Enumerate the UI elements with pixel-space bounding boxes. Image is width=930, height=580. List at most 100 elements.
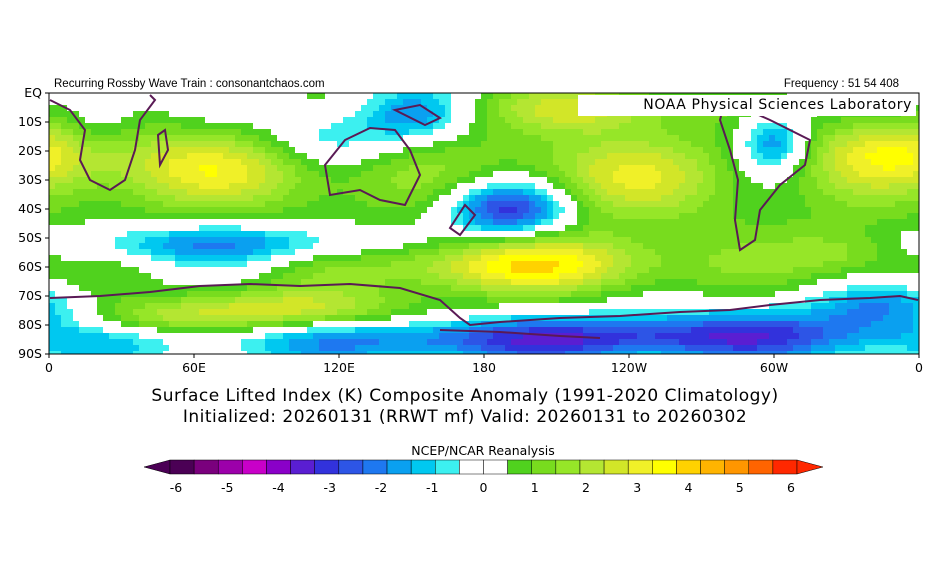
field-cell (877, 141, 883, 147)
field-cell (871, 159, 877, 165)
field-cell (127, 237, 133, 243)
field-cell (661, 219, 667, 225)
field-cell (643, 171, 649, 177)
field-cell (145, 123, 151, 129)
field-cell (73, 219, 79, 225)
field-cell (157, 195, 163, 201)
field-cell (145, 255, 151, 261)
field-cell (901, 219, 907, 225)
field-cell (685, 267, 691, 273)
field-cell (505, 255, 511, 261)
field-cell (193, 93, 199, 99)
field-cell (367, 291, 373, 297)
field-cell (811, 141, 817, 147)
field-cell (217, 249, 223, 255)
field-cell (511, 219, 517, 225)
field-cell (451, 213, 457, 219)
field-cell (91, 189, 97, 195)
field-cell (523, 129, 529, 135)
field-cell (289, 213, 295, 219)
field-cell (79, 135, 85, 141)
field-cell (277, 237, 283, 243)
field-cell (793, 285, 799, 291)
field-cell (673, 177, 679, 183)
field-cell (505, 225, 511, 231)
field-cell (397, 273, 403, 279)
field-cell (151, 285, 157, 291)
field-cell (331, 189, 337, 195)
field-cell (703, 201, 709, 207)
field-cell (793, 261, 799, 267)
field-cell (697, 147, 703, 153)
field-cell (583, 261, 589, 267)
field-cell (181, 171, 187, 177)
field-cell (781, 141, 787, 147)
field-cell (697, 237, 703, 243)
field-cell (241, 135, 247, 141)
field-cell (421, 147, 427, 153)
field-cell (631, 267, 637, 273)
field-cell (403, 159, 409, 165)
field-cell (559, 93, 565, 99)
field-cell (307, 141, 313, 147)
field-cell (223, 231, 229, 237)
field-cell (595, 135, 601, 141)
field-cell (793, 195, 799, 201)
field-cell (853, 279, 859, 285)
field-cell (565, 177, 571, 183)
field-cell (445, 261, 451, 267)
field-cell (721, 225, 727, 231)
field-cell (319, 201, 325, 207)
field-cell (379, 249, 385, 255)
field-cell (349, 147, 355, 153)
field-cell (691, 147, 697, 153)
field-cell (577, 141, 583, 147)
field-cell (175, 153, 181, 159)
field-cell (631, 189, 637, 195)
field-cell (283, 249, 289, 255)
field-cell (121, 147, 127, 153)
field-cell (49, 117, 55, 123)
field-cell (331, 249, 337, 255)
field-cell (445, 267, 451, 273)
field-cell (49, 201, 55, 207)
field-cell (97, 171, 103, 177)
field-cell (691, 195, 697, 201)
field-cell (481, 285, 487, 291)
field-cell (835, 195, 841, 201)
field-cell (829, 123, 835, 129)
field-cell (187, 147, 193, 153)
field-cell (727, 123, 733, 129)
field-cell (907, 129, 913, 135)
field-cell (121, 189, 127, 195)
field-cell (91, 159, 97, 165)
field-cell (397, 267, 403, 273)
field-cell (787, 261, 793, 267)
field-cell (829, 141, 835, 147)
field-cell (421, 297, 427, 303)
field-cell (319, 189, 325, 195)
field-cell (553, 171, 559, 177)
field-cell (439, 189, 445, 195)
field-cell (913, 93, 919, 99)
field-cell (649, 129, 655, 135)
field-cell (235, 279, 241, 285)
field-cell (127, 243, 133, 249)
field-cell (295, 93, 301, 99)
field-cell (151, 219, 157, 225)
field-cell (787, 153, 793, 159)
field-cell (691, 183, 697, 189)
field-cell (481, 117, 487, 123)
field-cell (745, 165, 751, 171)
field-cell (859, 195, 865, 201)
field-cell (457, 243, 463, 249)
field-cell (331, 177, 337, 183)
field-cell (319, 135, 325, 141)
field-cell (175, 195, 181, 201)
field-cell (523, 135, 529, 141)
field-cell (259, 255, 265, 261)
field-cell (607, 147, 613, 153)
field-cell (391, 153, 397, 159)
field-cell (679, 147, 685, 153)
field-cell (823, 153, 829, 159)
